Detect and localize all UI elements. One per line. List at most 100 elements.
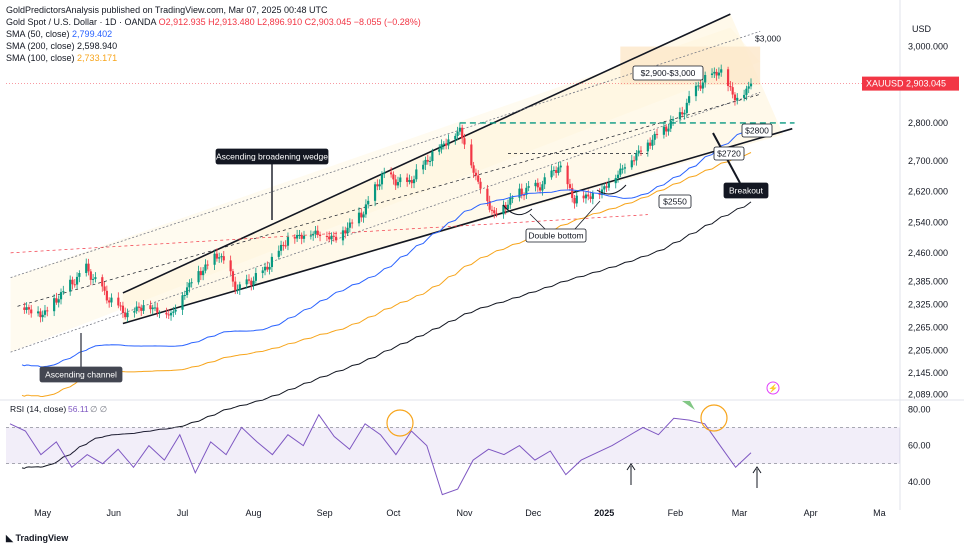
candle-body [566,165,569,185]
candle-body [231,271,235,282]
sma100-legend[interactable]: SMA (100, close) 2,733.171 [6,52,421,64]
candle-body [213,253,216,265]
sma50-line [21,124,752,368]
zone-label-text: $2,900-$3,000 [641,68,696,78]
candle-body [637,150,640,154]
wedge-label-text: Ascending broadening wedge [216,152,328,162]
candle-body [309,235,312,237]
double-bottom-pointer-1 [529,213,546,230]
rsi-green-arrow [682,401,695,410]
price-tag-value: 2,903.045 [906,79,946,89]
candle-body [729,85,732,88]
candle-body [587,194,590,197]
candle-body [263,266,267,271]
candle-body [69,279,72,292]
candle-body [300,234,303,239]
candle-body [635,153,638,161]
candle-body [296,235,299,239]
zone-label-box [632,65,704,81]
candle-body [614,178,617,184]
candle-body [394,179,397,186]
candle-body [573,197,576,204]
candle-body [527,186,530,188]
candle-body [568,184,572,188]
level-2720-label-box [713,146,745,161]
candle-body [312,233,315,236]
candle-body [222,256,225,261]
candle-body [461,127,464,139]
x-tick-label: Aug [246,508,262,518]
candle-body [493,210,496,214]
sma100-label: SMA (100, close) [6,53,75,63]
sma200-legend[interactable]: SMA (200, close) 2,598.940 [6,40,421,52]
x-tick-label: Jun [106,508,121,518]
candle-body [279,244,283,251]
candle-body [550,170,553,178]
x-tick-label: Feb [668,508,684,518]
candle-body [325,236,329,238]
candle-body [362,214,365,218]
candle-body [678,112,682,120]
candle-body [348,222,351,228]
candle-body [653,133,656,140]
candle-body [268,267,271,270]
candle-body [639,150,643,152]
sma50-label: SMA (50, close) [6,29,70,39]
candle-body [584,194,588,199]
candle-body [204,264,207,271]
price-tag [862,76,959,91]
candle-body [373,184,377,201]
x-tick-label: Sep [317,508,333,518]
candle-body [254,273,257,281]
candle-body [57,299,60,303]
candle-body [442,143,445,145]
candle-body [314,230,317,234]
candle-body [621,168,624,170]
rsi-overbought-circle-1 [386,409,414,437]
tradingview-logo[interactable]: ◣ TradingView [6,533,68,544]
candle-body [298,234,301,236]
candle-body [247,279,251,281]
level-2720-label-text: $2720 [717,149,741,159]
candle-body [490,209,494,211]
candle-body [318,234,322,237]
x-tick-label: May [34,508,52,518]
sma50-legend[interactable]: SMA (50, close) 2,799.402 [6,28,421,40]
candle-body [701,82,704,89]
candle-body [697,85,700,87]
candle-body [726,69,730,86]
price-tag-symbol: XAUUSD [866,79,904,89]
candle-body [330,235,333,240]
rsi-header-value: 56.11 [68,404,89,414]
candle-body [717,72,721,76]
double-bottom-arc-2 [596,184,627,195]
candle-body [667,128,670,132]
candle-body [153,307,157,309]
candle-body [747,86,750,89]
candle-body [89,271,92,280]
candle-body [234,281,237,291]
candle-body [745,88,748,95]
candle-body [477,175,480,182]
candle-body [199,271,202,276]
candle-body [632,160,636,162]
candle-body [124,312,127,318]
candle-body [197,271,200,283]
candle-body [502,204,505,215]
candle-body [511,197,514,199]
candle-body [172,311,175,313]
candle-body [181,295,184,310]
candle-body [101,277,104,287]
candle-body [447,139,450,146]
candle-body [699,85,702,89]
candle-body [733,94,737,101]
price-tick-label: 2,145.000 [908,368,948,378]
candle-body [43,310,47,315]
sma200-value: 2,598.940 [77,41,118,51]
candle-body [103,286,106,291]
candle-body [286,237,290,246]
candle-body [78,273,81,277]
candle-body [367,200,370,205]
